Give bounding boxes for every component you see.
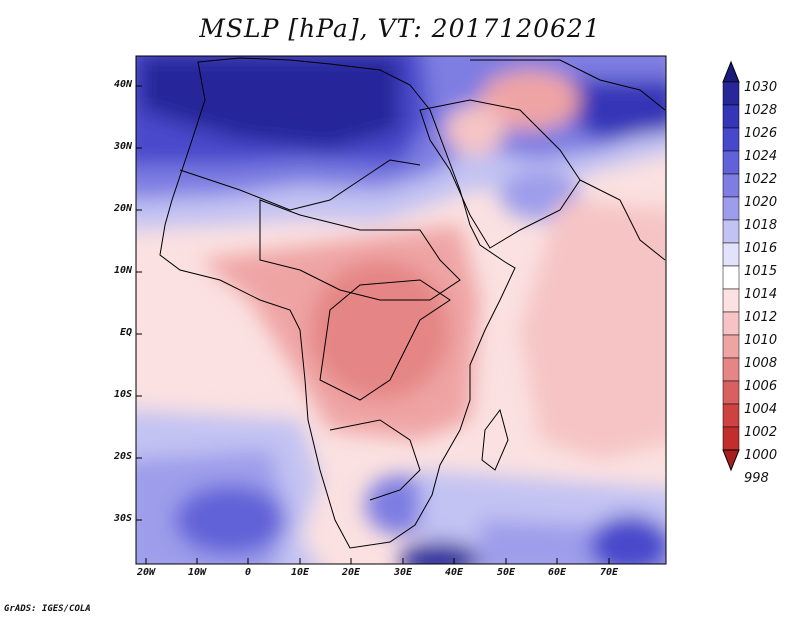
lat-tick-label: 10S xyxy=(113,389,132,400)
colorbar-swatch xyxy=(722,104,740,129)
colorbar-swatch xyxy=(722,380,740,405)
colorbar-swatch xyxy=(722,334,740,359)
colorbar-label: 1015 xyxy=(744,264,778,279)
colorbar-swatch xyxy=(722,127,740,152)
colorbar-swatch xyxy=(722,403,740,428)
lat-tick-label: 40N xyxy=(113,79,132,90)
lon-tick-label: 20W xyxy=(136,567,156,578)
colorbar-swatch xyxy=(722,219,740,244)
lon-tick-label: 0 xyxy=(244,567,252,578)
colorbar-label: 1022 xyxy=(744,172,778,187)
colorbar-label: 1014 xyxy=(744,287,778,302)
lon-tick-label: 10W xyxy=(187,567,207,578)
colorbar-label: 1030 xyxy=(744,80,778,95)
colorbar-swatch xyxy=(722,426,740,451)
colorbar-label: 1012 xyxy=(744,310,778,325)
colorbar-label: 1004 xyxy=(744,402,778,417)
colorbar-swatch xyxy=(722,150,740,175)
colorbar-swatch xyxy=(722,288,740,313)
lon-tick-label: 70E xyxy=(599,567,619,578)
colorbar-label: 1006 xyxy=(744,379,778,394)
lon-tick-label: 20E xyxy=(341,567,361,578)
colorbar-swatch xyxy=(722,173,740,198)
colorbar-label: 1010 xyxy=(744,333,778,348)
lon-tick-label: 60E xyxy=(547,567,567,578)
colorbar-swatch xyxy=(722,81,740,106)
colorbar-label: 1028 xyxy=(744,103,778,118)
colorbar-label: 1002 xyxy=(744,425,778,440)
axis-ticks xyxy=(136,85,610,564)
lon-tick-label: 10E xyxy=(290,567,310,578)
colorbar-label: 1020 xyxy=(744,195,778,210)
colorbar-arrow-bottom xyxy=(722,449,740,472)
lat-tick-label: 20S xyxy=(113,451,132,462)
lon-tick-label: 30E xyxy=(393,567,413,578)
lat-tick-label: EQ xyxy=(119,327,132,338)
lon-tick-label: 50E xyxy=(496,567,516,578)
colorbar-swatch xyxy=(722,357,740,382)
colorbar-label: 998 xyxy=(744,471,769,486)
lat-tick-label: 20N xyxy=(113,203,132,214)
colorbar-arrow-top xyxy=(722,60,740,83)
colorbar-label: 1016 xyxy=(744,241,778,256)
lon-tick-label: 40E xyxy=(444,567,464,578)
pressure-field xyxy=(136,56,666,564)
colorbar-label: 1018 xyxy=(744,218,778,233)
colorbar-label: 1026 xyxy=(744,126,778,141)
lat-tick-label: 10N xyxy=(113,265,132,276)
colorbar-label: 1008 xyxy=(744,356,778,371)
lat-tick-label: 30N xyxy=(113,141,132,152)
colorbar-swatch xyxy=(722,196,740,221)
colorbar-label: 1000 xyxy=(744,448,778,463)
chart-title: MSLP [hPa], VT: 2017120621 xyxy=(199,14,601,43)
lat-tick-label: 30S xyxy=(113,513,132,524)
coastlines xyxy=(159,57,666,549)
colorbar xyxy=(722,60,740,472)
colorbar-swatch xyxy=(722,265,740,290)
credit-text: GrADS: IGES/COLA xyxy=(4,604,91,614)
colorbar-swatch xyxy=(722,242,740,267)
colorbar-swatch xyxy=(722,311,740,336)
colorbar-label: 1024 xyxy=(744,149,778,164)
